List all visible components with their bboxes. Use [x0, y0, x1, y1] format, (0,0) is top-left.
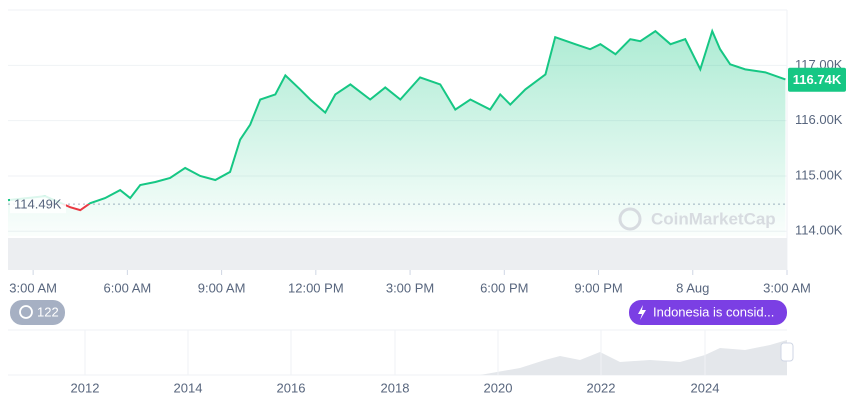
- badge-count: 122: [37, 304, 59, 319]
- nav-tick-label: 2018: [381, 380, 410, 395]
- y-tick-label: 114.00K: [795, 223, 843, 238]
- bolt-icon: [638, 305, 646, 320]
- nav-tick-label: 2020: [484, 380, 513, 395]
- baseline-label-bg: [10, 195, 66, 214]
- price-line: [7, 28, 786, 205]
- nav-area: [8, 340, 787, 375]
- x-tick-label: 9:00 PM: [574, 280, 622, 295]
- area-fill: [8, 31, 786, 237]
- nav-tick-label: 2024: [691, 380, 720, 395]
- baseline-label: 114.49K: [14, 197, 62, 212]
- y-tick-label: 115.00K: [795, 167, 843, 182]
- badge-bg: [629, 300, 787, 325]
- x-tick-label: 8 Aug: [676, 280, 709, 295]
- last-price-label: 116.74K: [793, 72, 842, 87]
- count-badge[interactable]: 122: [10, 300, 65, 325]
- nav-tick-label: 2022: [587, 380, 616, 395]
- x-tick-label: 9:00 AM: [198, 280, 246, 295]
- volume-band: [8, 238, 787, 270]
- news-badge[interactable]: Indonesia is consid...: [629, 300, 787, 325]
- navigator: 2012 2014 2016 2018 2020 2022 2024: [8, 329, 794, 395]
- last-price-tag: [788, 67, 846, 92]
- x-tick-label: 12:00 PM: [288, 280, 344, 295]
- watermark-text: CoinMarketCap: [651, 209, 776, 228]
- nav-tick-label: 2014: [174, 380, 203, 395]
- nav-tick-label: 2012: [71, 380, 100, 395]
- y-tick-label: 116.00K: [795, 112, 843, 127]
- x-tick-label: 3:00 PM: [386, 280, 434, 295]
- nav-handle[interactable]: [780, 342, 794, 362]
- watermark: CoinMarketCap: [618, 207, 776, 231]
- nav-tick-label: 2016: [277, 380, 306, 395]
- x-tick-label: 6:00 AM: [104, 280, 152, 295]
- x-tick-label: 3:00 AM: [9, 280, 57, 295]
- x-tick-label: 3:00 AM: [763, 280, 811, 295]
- news-text: Indonesia is consid...: [653, 304, 774, 319]
- clock-icon: [19, 305, 33, 319]
- x-tick-label: 6:00 PM: [480, 280, 528, 295]
